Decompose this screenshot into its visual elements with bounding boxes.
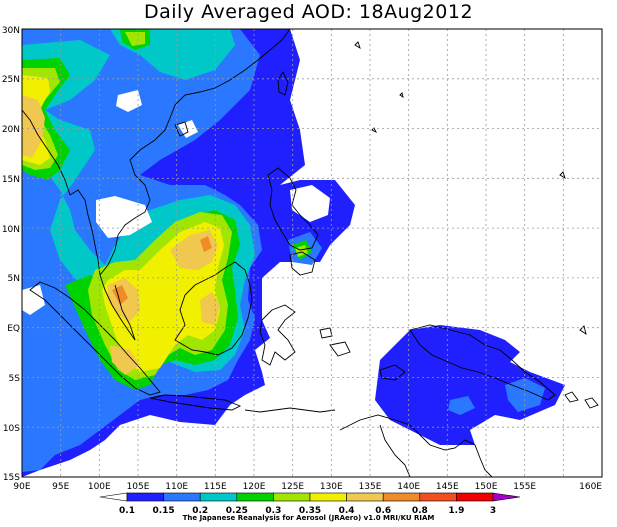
aod-level-0.2-ng2 [448,396,475,415]
colorbar-cell [163,492,201,502]
aod-level-0.6-e [110,345,140,375]
aod-level-0.8 [112,285,128,305]
aod-hole-1 [116,90,142,112]
lat-label: EQ [7,324,20,334]
lon-label: 95E [52,482,69,492]
lon-label: 155E [513,482,536,492]
aod-level-0.8-b [200,236,212,252]
lat-axis: 30N 25N 20N 15N 10N 5N EQ 5S 10S 15S [2,26,20,483]
colorbar-cell [346,492,384,502]
colorbar-label: 0.2 [192,506,208,516]
lon-label: 150E [475,482,498,492]
aod-level-0.35-n [125,32,145,46]
colorbar-label: 0.8 [412,506,428,516]
colorbar-cell [273,492,311,502]
lon-label: 140E [397,482,420,492]
lon-label: 130E [320,482,343,492]
lat-label: 25N [2,75,20,85]
colorbar-cell [99,492,128,502]
colorbar-label: 0.3 [265,506,281,516]
gridlines [22,29,602,477]
lat-label: 30N [2,26,20,36]
colorbar-cell [492,492,521,502]
map-title: Daily Averaged AOD: 18Aug2012 [143,1,474,23]
lon-label: 120E [243,482,266,492]
lon-label: 110E [165,482,188,492]
lat-label: 5N [8,274,20,284]
aod-hole-2 [96,196,152,238]
colorbar-label: 0.4 [339,506,355,516]
lat-label: 15N [2,175,20,185]
plot-frame [21,28,603,478]
lat-label: 15S [3,473,20,483]
colorbar-label: 0.35 [299,506,321,516]
lon-label: 105E [127,482,150,492]
coastlines [22,29,599,477]
lon-label: 125E [281,482,304,492]
colorbar-cell [126,492,164,502]
lat-label: 10N [2,225,20,235]
colorbar-cell [199,492,238,502]
lon-label: 115E [204,482,227,492]
lon-label: 90E [13,482,30,492]
aod-region-newguinea [375,325,565,445]
colorbar-label: 0.1 [119,506,135,516]
lon-label: 135E [359,482,382,492]
lon-label: 160E [579,482,602,492]
colorbar-label: 0.25 [226,506,248,516]
colorbar-cell [419,492,457,502]
credit-text: The Japanese Reanalysis for Aerosol (JRA… [182,514,435,522]
lon-axis: 90E 95E 100E 105E 110E 115E 120E 125E 13… [13,482,602,492]
colorbar-label: 3 [490,506,496,516]
colorbar-label: 0.6 [375,506,391,516]
lat-label: 10S [3,424,20,434]
lon-label: 145E [436,482,459,492]
colorbar-cell [382,492,421,502]
aod-hole-4 [290,185,330,222]
colorbar-label: 0.15 [152,506,174,516]
lat-label: 20N [2,125,20,135]
aod-hole-3 [22,285,45,315]
colorbar: 0.1 0.15 0.2 0.25 0.3 0.35 0.4 0.6 0.8 1… [99,492,521,516]
colorbar-cell [309,492,347,502]
lat-label: 5S [9,374,21,384]
colorbar-cell [236,492,274,502]
colorbar-cell [456,492,494,502]
lon-label: 100E [88,482,111,492]
colorbar-label: 1.9 [448,506,464,516]
